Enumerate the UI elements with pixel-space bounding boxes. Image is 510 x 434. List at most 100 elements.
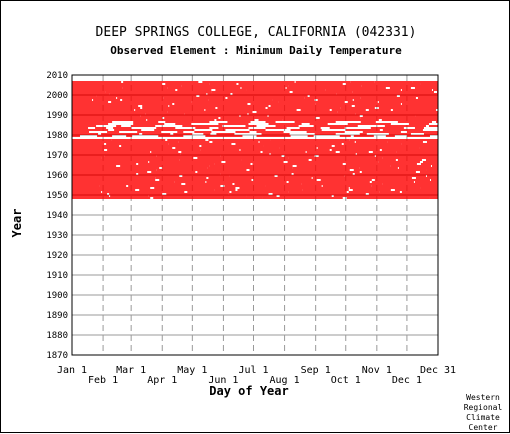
data-bar (142, 105, 169, 107)
data-bar (72, 101, 109, 103)
data-bar (265, 127, 287, 129)
data-bar (420, 83, 438, 85)
x-tick-label: Jan 1 (57, 365, 87, 376)
data-bar (173, 133, 193, 135)
data-bar (197, 157, 289, 159)
data-bar (381, 119, 438, 121)
data-bar (381, 149, 438, 151)
data-bar (138, 173, 221, 175)
data-bar (220, 117, 316, 119)
data-bar (348, 191, 380, 193)
data-bar (322, 185, 372, 187)
data-bar (72, 179, 156, 181)
data-bar (138, 163, 215, 165)
data-bar (72, 133, 99, 135)
data-bar (340, 107, 375, 109)
data-bar (72, 113, 146, 115)
data-bar (368, 109, 391, 111)
data-bar (408, 123, 429, 125)
x-tick-label: Mar 1 (116, 365, 146, 376)
data-bar (314, 133, 336, 135)
data-bar (195, 127, 210, 129)
data-bar (248, 113, 356, 115)
data-bar (256, 131, 284, 133)
data-bar (97, 135, 113, 137)
data-bar (414, 127, 424, 129)
y-tick-label: 1930 (46, 231, 68, 241)
data-bar (96, 95, 197, 97)
data-bar (361, 85, 438, 87)
y-axis-label: Year (10, 208, 24, 238)
data-bar (165, 121, 210, 123)
data-bar (425, 159, 438, 161)
credit-line: Western (466, 393, 500, 402)
data-bar (353, 135, 374, 137)
data-bar (156, 169, 247, 171)
data-bar (72, 149, 105, 151)
data-bar (212, 129, 226, 131)
data-bar (149, 161, 222, 163)
data-bar (181, 151, 261, 153)
data-bar (288, 85, 362, 87)
data-bar (72, 151, 151, 153)
data-bar (185, 183, 233, 185)
data-bar (102, 191, 185, 193)
data-bar (302, 189, 349, 191)
data-bar (113, 127, 132, 129)
data-bar (287, 161, 379, 163)
data-bar (331, 149, 380, 151)
credit-block: Western Regional Climate Center (463, 393, 503, 433)
data-bar (72, 143, 105, 145)
data-bar (261, 133, 290, 135)
data-bar (72, 107, 141, 109)
data-bar (72, 147, 173, 149)
data-bar (104, 155, 157, 157)
data-bar (270, 105, 352, 107)
data-bar (345, 83, 421, 85)
data-bar (114, 129, 142, 131)
x-tick-label: Nov 1 (362, 365, 392, 376)
data-bar (105, 91, 212, 93)
data-bar (378, 161, 420, 163)
data-bar (128, 185, 221, 187)
data-bar (361, 171, 416, 173)
data-bar (288, 157, 383, 159)
data-bar (72, 129, 109, 131)
data-bar (309, 123, 328, 125)
data-bar (72, 97, 117, 99)
data-bar (334, 145, 434, 147)
data-bar (72, 153, 181, 155)
data-bar (263, 145, 332, 147)
data-bar (72, 111, 168, 113)
data-bar (346, 197, 430, 199)
data-bar (307, 135, 314, 137)
data-bar (422, 161, 438, 163)
data-bar (116, 125, 122, 127)
data-bar (277, 175, 345, 177)
data-bar (123, 81, 199, 83)
data-bar (241, 87, 286, 89)
y-tick-label: 1980 (46, 131, 68, 141)
data-bar (187, 191, 230, 193)
data-bar (350, 81, 375, 83)
data-bar (182, 175, 230, 177)
x-tick-label: Aug 1 (270, 375, 300, 386)
data-bar (401, 143, 438, 145)
data-bar (292, 91, 353, 93)
data-bar (435, 121, 438, 123)
data-bar (137, 131, 162, 133)
data-bar (158, 135, 184, 137)
y-tick-label: 1910 (46, 271, 68, 281)
x-axis-label: Day of Year (209, 384, 289, 398)
data-bar (295, 81, 351, 83)
data-bar (375, 155, 438, 157)
data-bar (72, 197, 151, 199)
data-bar (147, 119, 215, 121)
data-bar (345, 163, 417, 165)
data-bar (262, 151, 306, 153)
data-bar (217, 107, 266, 109)
data-bar (430, 179, 438, 181)
data-bar (174, 103, 248, 105)
data-bar (401, 191, 438, 193)
